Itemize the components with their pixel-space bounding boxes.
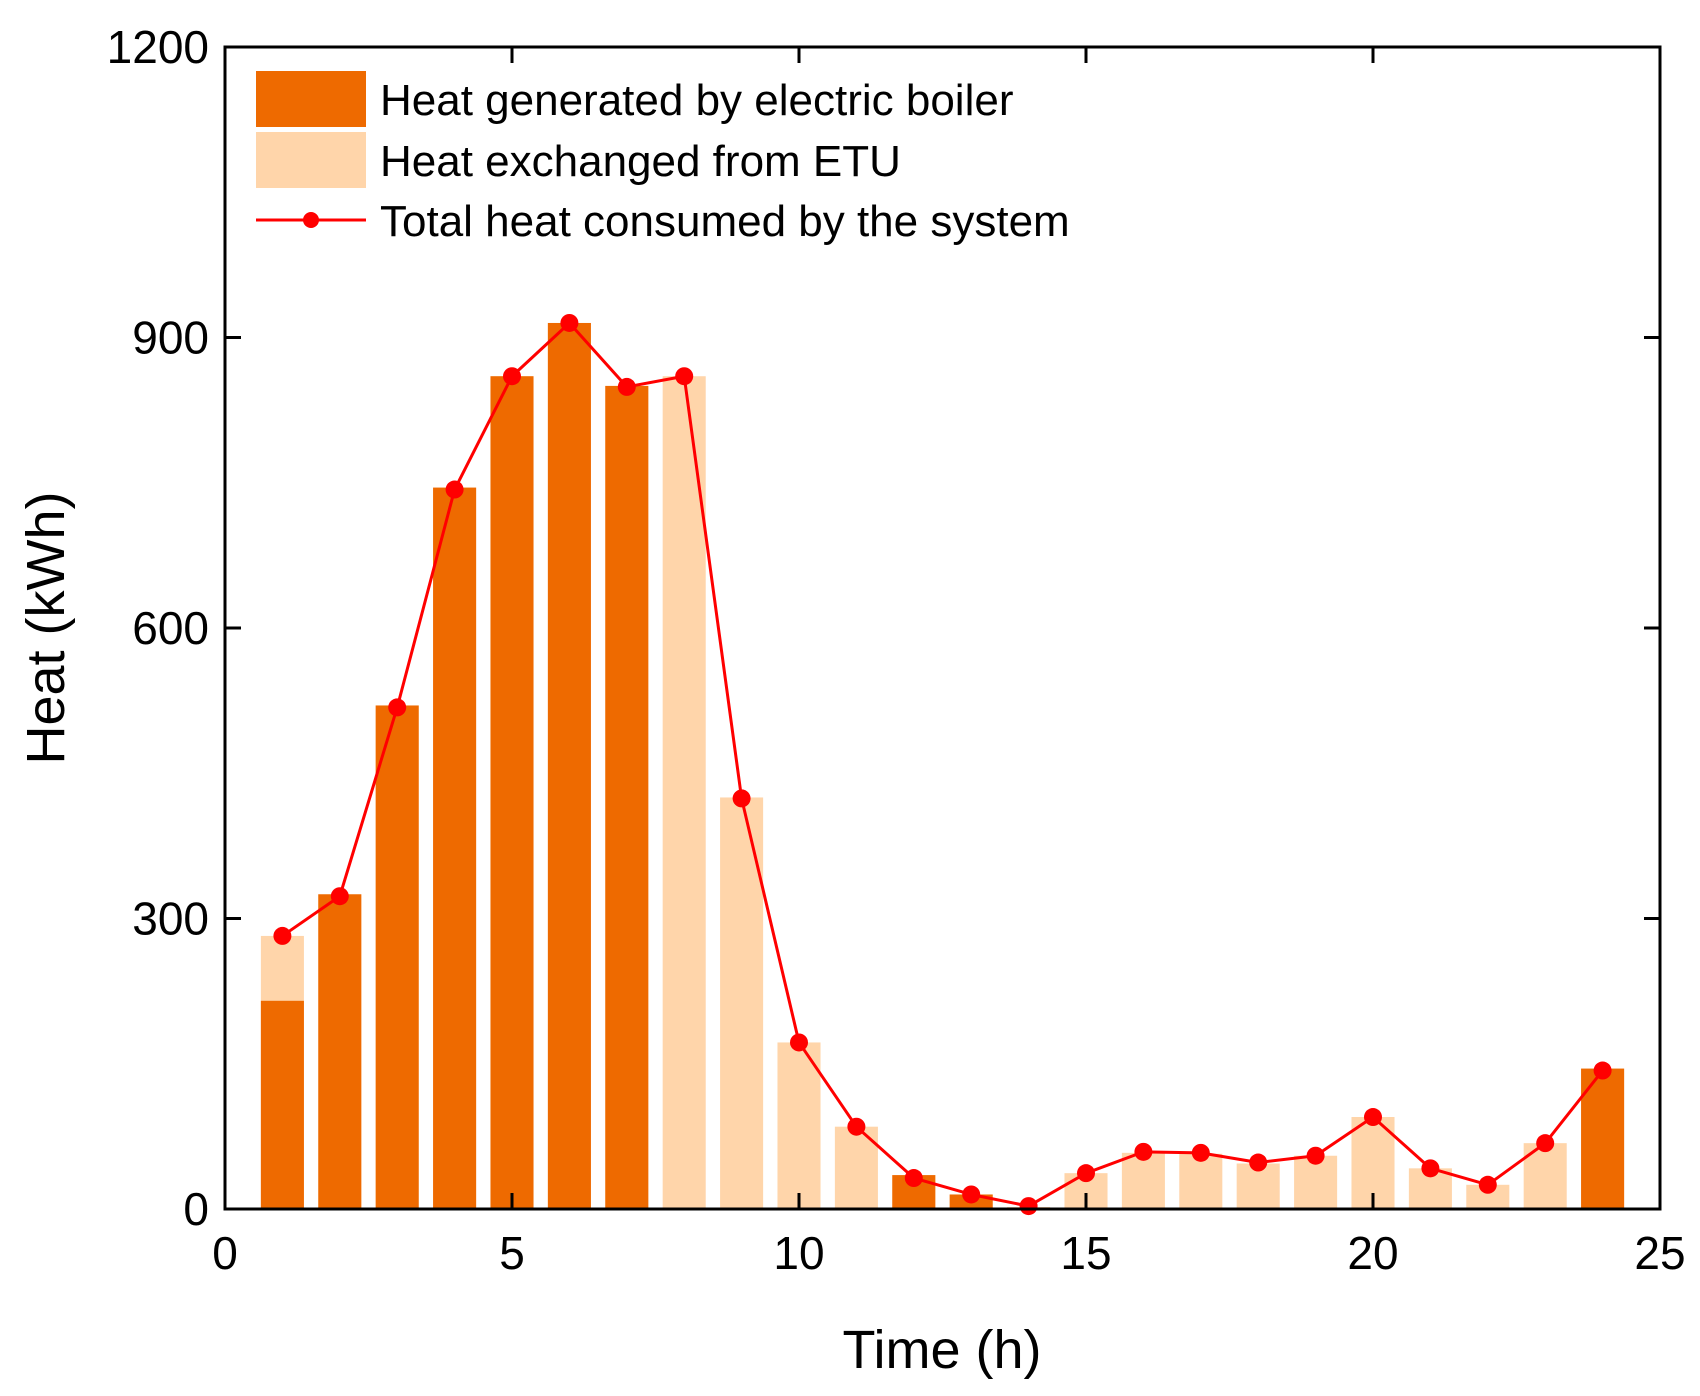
- bar-boiler-4: [433, 487, 477, 1209]
- y-axis-title: Heat (kWh): [16, 491, 76, 764]
- x-axis-title: Time (h): [843, 1320, 1042, 1380]
- legend-swatch-etu: [256, 132, 366, 188]
- x-tick-label-15: 15: [1060, 1227, 1111, 1279]
- total-heat-point-24: [1593, 1061, 1612, 1080]
- total-heat-point-11: [847, 1117, 866, 1136]
- total-heat-line: [281, 321, 1604, 1208]
- bar-etu-17: [1179, 1153, 1223, 1209]
- y-tick-label-900: 900: [132, 312, 209, 364]
- total-heat-point-19: [1306, 1146, 1325, 1165]
- x-tick-label-25: 25: [1634, 1227, 1685, 1279]
- bar-boiler-1: [260, 1000, 304, 1209]
- x-tick-label-10: 10: [773, 1227, 824, 1279]
- total-heat-point-17: [1191, 1143, 1210, 1162]
- legend-label-total: Total heat consumed by the system: [380, 197, 1070, 246]
- total-heat-point-16: [1134, 1142, 1153, 1161]
- total-heat-point-10: [790, 1033, 808, 1052]
- legend-label-etu: Heat exchanged from ETU: [380, 137, 901, 186]
- bar-boiler-3: [375, 705, 419, 1209]
- bar-boiler-2: [318, 894, 362, 1209]
- bar-etu-9: [720, 797, 764, 1209]
- y-tick-label-600: 600: [132, 602, 209, 654]
- legend-marker-total: [303, 212, 319, 228]
- total-heat-point-14: [1019, 1197, 1038, 1216]
- bar-etu-16: [1121, 1152, 1165, 1209]
- legend-label-boiler: Heat generated by electric boiler: [380, 76, 1013, 125]
- total-heat-point-5: [503, 367, 521, 386]
- total-heat-point-4: [445, 480, 464, 499]
- total-heat-point-3: [388, 698, 407, 717]
- x-tick-label-5: 5: [499, 1227, 525, 1279]
- bar-etu-8: [662, 376, 706, 1209]
- bar-etu-10: [777, 1042, 821, 1209]
- total-heat-point-7: [617, 377, 636, 396]
- total-heat-point-15: [1077, 1164, 1095, 1183]
- total-heat-point-8: [675, 367, 694, 386]
- bar-boiler-7: [605, 385, 649, 1210]
- total-heat-point-20: [1364, 1108, 1382, 1127]
- total-heat-point-21: [1421, 1159, 1440, 1178]
- total-heat-point-18: [1249, 1153, 1268, 1172]
- bar-boiler-6: [547, 322, 591, 1210]
- bar-boiler-24: [1581, 1068, 1625, 1209]
- x-tick-label-20: 20: [1347, 1227, 1398, 1279]
- y-tick-label-1200: 1200: [107, 21, 209, 73]
- total-heat-point-13: [962, 1185, 981, 1204]
- total-heat-point-2: [330, 887, 349, 906]
- total-heat-point-22: [1478, 1175, 1497, 1194]
- legend-swatch-boiler: [256, 71, 366, 127]
- y-tick-label-0: 0: [183, 1183, 209, 1235]
- y-tick-label-300: 300: [132, 893, 209, 945]
- total-heat-point-6: [560, 313, 579, 332]
- total-heat-point-23: [1536, 1134, 1555, 1153]
- total-heat-point-12: [904, 1169, 923, 1188]
- total-heat-point-1: [273, 926, 292, 945]
- legend: Heat generated by electric boiler Heat e…: [256, 71, 1070, 246]
- axis-ticks: 0 5 10 15 20 25 0 300 600 900 1200: [107, 21, 1686, 1279]
- bar-boiler-5: [490, 376, 534, 1209]
- x-tick-label-0: 0: [212, 1227, 238, 1279]
- plot-area: [260, 313, 1625, 1216]
- total-heat-point-9: [732, 789, 751, 808]
